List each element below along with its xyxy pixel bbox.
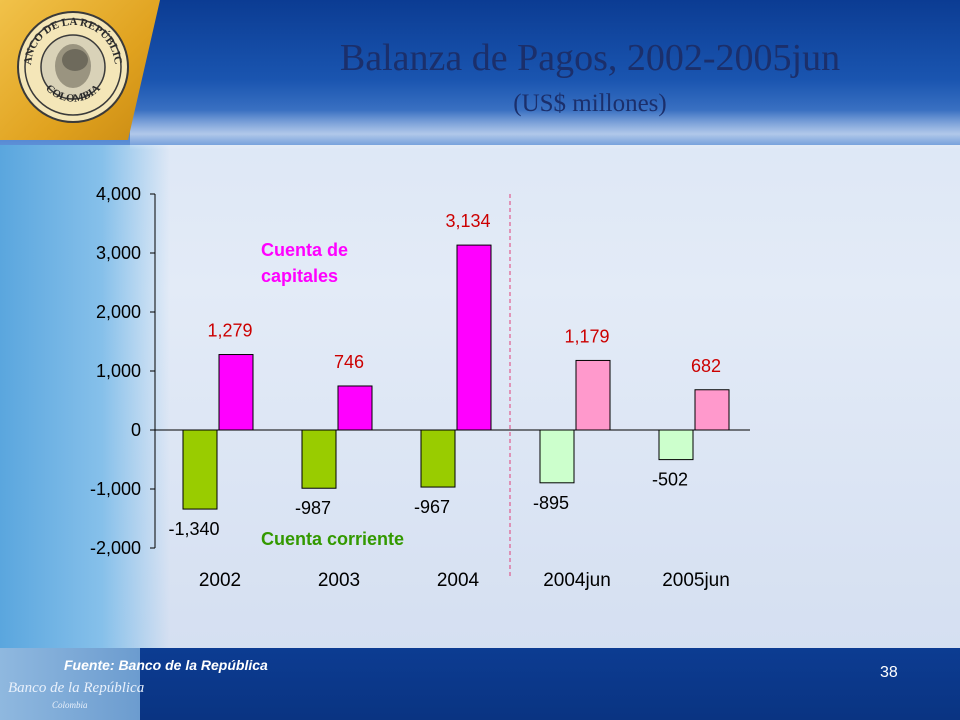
page-number: 38 xyxy=(880,664,898,681)
bar-cuenta-corriente xyxy=(539,429,575,484)
data-label-capitales: 746 xyxy=(334,352,364,372)
footer-brand: Banco de la República xyxy=(8,680,145,696)
bank-seal-logo: BANCO DE LA REPÚBLICA COLOMBIA xyxy=(14,8,129,123)
x-category-label: 2005jun xyxy=(662,570,730,591)
y-tick-label: 3,000 xyxy=(96,243,141,263)
y-tick-label: 2,000 xyxy=(96,302,141,322)
x-category-label: 2002 xyxy=(199,570,241,591)
bar-cuenta-corriente xyxy=(182,429,218,510)
bar-cuenta-capitales xyxy=(218,354,254,431)
bar-cuenta-capitales xyxy=(575,359,611,431)
data-label-corriente: -967 xyxy=(414,497,450,517)
data-label-capitales: 1,279 xyxy=(207,321,252,341)
data-label-corriente: -502 xyxy=(652,470,688,490)
annotation-capitales-line1: Cuenta de xyxy=(261,240,348,260)
data-label-corriente: -987 xyxy=(295,498,331,518)
data-label-capitales: 1,179 xyxy=(564,326,609,346)
bar-cuenta-corriente xyxy=(301,429,337,489)
footer-left-panel xyxy=(0,648,140,720)
x-category-label: 2004 xyxy=(437,570,480,591)
annotation-capitales-line2: capitales xyxy=(261,266,338,286)
y-tick-label: 0 xyxy=(131,420,141,440)
y-tick-label: 1,000 xyxy=(96,361,141,381)
y-tick-label: -2,000 xyxy=(90,538,141,558)
bar-cuenta-corriente xyxy=(420,429,456,488)
header-sheen xyxy=(130,110,960,150)
slide-subtitle: (US$ millones) xyxy=(513,90,667,117)
x-category-label: 2004jun xyxy=(543,570,611,591)
data-label-corriente: -895 xyxy=(533,493,569,513)
slide-title: Balanza de Pagos, 2002-2005jun xyxy=(339,37,841,79)
annotation-corriente: Cuenta corriente xyxy=(261,529,404,549)
x-category-label: 2003 xyxy=(318,570,360,591)
bar-cuenta-corriente xyxy=(658,429,694,461)
bar-cuenta-capitales xyxy=(337,385,373,431)
y-tick-label: -1,000 xyxy=(90,479,141,499)
footer-brand-sub: Colombia xyxy=(52,700,88,710)
footer-band xyxy=(0,648,960,720)
source-note: Fuente: Banco de la República xyxy=(64,657,268,673)
y-tick-label: 4,000 xyxy=(96,184,141,204)
data-label-capitales: 682 xyxy=(691,356,721,376)
data-label-corriente: -1,340 xyxy=(168,519,219,539)
bar-cuenta-capitales xyxy=(694,389,730,431)
data-label-capitales: 3,134 xyxy=(445,211,490,231)
bar-cuenta-capitales xyxy=(456,244,492,431)
